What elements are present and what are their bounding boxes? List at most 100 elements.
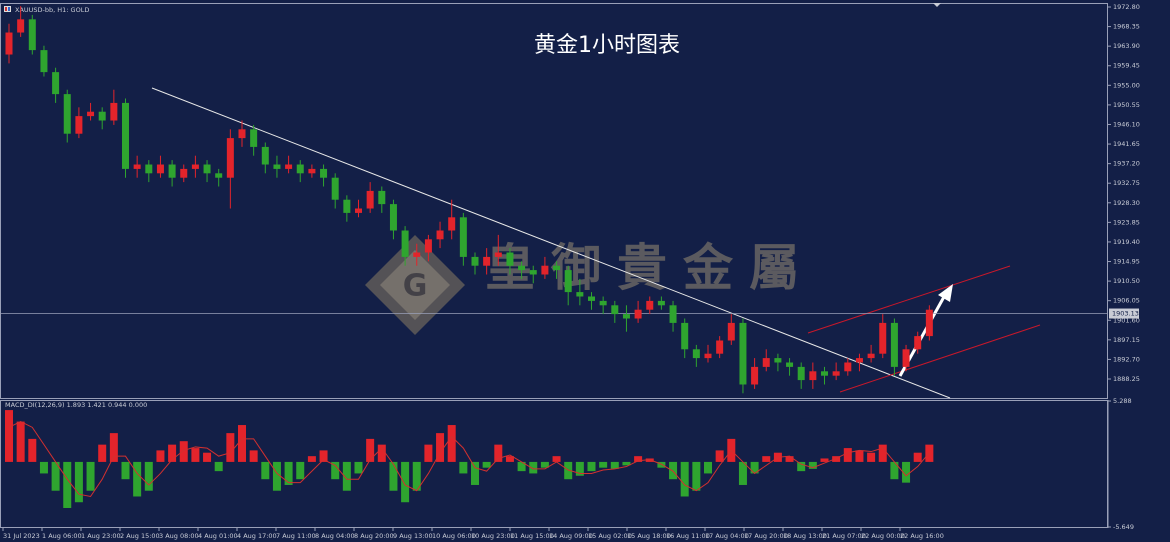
candle-body	[110, 102, 118, 121]
candle-body	[879, 322, 887, 354]
y-tick-label: 1932.75	[1113, 179, 1140, 187]
x-tick-label: 16 Aug 11:00	[666, 532, 710, 540]
candle-body	[366, 190, 374, 209]
candle-body	[226, 138, 234, 178]
candle-body	[844, 362, 852, 372]
candle-body	[599, 300, 607, 306]
macd-bar	[179, 441, 188, 462]
x-tick-label: 8 Aug 04:00	[315, 532, 355, 540]
y-tick-label: 1972.80	[1113, 3, 1140, 11]
macd-bar	[86, 461, 95, 491]
candle-body	[285, 164, 293, 169]
logo-inner	[380, 250, 450, 320]
candle-body	[821, 371, 828, 376]
symbol-icon	[4, 6, 11, 12]
candle-body	[727, 322, 735, 341]
channel-upper	[807, 265, 1011, 334]
macd-bar	[494, 444, 503, 462]
candle-body	[611, 305, 619, 315]
y-tick-label: 1937.20	[1113, 160, 1140, 168]
macd-bar	[261, 461, 270, 480]
macd-bar	[482, 461, 491, 468]
candle-body	[669, 305, 677, 323]
candle-body	[98, 111, 106, 121]
candle-body	[215, 173, 223, 178]
macd-bar	[587, 461, 596, 472]
x-tick-label: 10 Aug 23:00	[471, 532, 515, 540]
candle-body	[448, 217, 456, 231]
y-tick-label: 1923.85	[1113, 218, 1140, 226]
candle-body	[250, 129, 258, 147]
macd-bar	[645, 458, 654, 462]
macd-bar	[109, 433, 118, 462]
macd-bar	[610, 461, 619, 469]
macd-bar	[878, 444, 887, 462]
macd-bar	[28, 438, 37, 462]
macd-bar	[552, 456, 561, 462]
candle-body	[657, 300, 665, 306]
macd-bar	[156, 450, 165, 462]
candle-body	[774, 358, 782, 363]
candle-body	[389, 204, 397, 231]
candle-body	[52, 72, 60, 95]
y-tick-label: 1892.70	[1113, 355, 1140, 363]
macd-bar	[902, 461, 911, 483]
candle-body	[180, 168, 188, 178]
macd-bar	[249, 450, 258, 462]
candle-body	[716, 340, 724, 354]
x-tick-label: 17 Aug 20:00	[744, 532, 788, 540]
y-tick-label: 1950.55	[1113, 101, 1140, 109]
macd-bar	[168, 444, 177, 462]
candle-body	[762, 358, 770, 367]
candle-body	[914, 336, 922, 350]
macd-bar	[284, 461, 293, 485]
macd-bar	[98, 444, 107, 462]
x-tick-label: 14 Aug 09:00	[549, 532, 593, 540]
candle-body	[471, 256, 479, 266]
candle-body	[867, 353, 875, 359]
y-tick-label: 5.288	[1113, 397, 1132, 405]
candle-body	[63, 94, 71, 134]
watermark-logo: G	[365, 235, 465, 335]
candle-body	[622, 314, 630, 319]
candle-body	[925, 309, 933, 337]
macd-bar	[447, 425, 456, 462]
candle-body	[17, 19, 25, 33]
macd-bar	[296, 461, 305, 480]
candle-body	[156, 164, 164, 174]
macd-bar	[16, 421, 25, 462]
symbol-icon-part	[8, 7, 10, 11]
x-tick-label: 4 Aug 17:00	[237, 532, 277, 540]
candle-body	[413, 252, 421, 257]
macd-bar	[785, 456, 794, 462]
macd-bar	[459, 461, 468, 474]
macd-bar	[564, 461, 573, 480]
macd-bar	[575, 461, 584, 476]
candle-body	[494, 252, 502, 257]
macd-bar	[505, 456, 514, 462]
y-tick-label: 1946.10	[1113, 120, 1140, 128]
macd-bar	[401, 461, 410, 503]
macd-bar	[342, 461, 351, 491]
x-tick-label: 7 Aug 11:00	[276, 532, 316, 540]
candle-body	[424, 239, 432, 253]
y-tick-label: 1901.60	[1113, 316, 1140, 324]
macd-bar	[63, 461, 72, 509]
candle-body	[681, 322, 689, 350]
candle-body	[890, 322, 898, 367]
candle-body	[40, 50, 48, 73]
candle-body	[168, 164, 176, 178]
macd-bar	[366, 438, 375, 462]
macd-bar	[424, 444, 433, 462]
x-tick-label: 18 Aug 13:00	[783, 532, 827, 540]
y-tick-label: 1959.45	[1113, 62, 1140, 70]
macd-bar	[750, 461, 759, 474]
macd-bar	[692, 461, 701, 491]
watermark: 皇御貴金屬	[485, 238, 815, 297]
macd-bar	[5, 410, 13, 462]
macd-bar	[715, 450, 724, 462]
macd-bar	[39, 461, 48, 474]
macd-bar	[622, 461, 631, 466]
macd-bar	[272, 461, 281, 491]
